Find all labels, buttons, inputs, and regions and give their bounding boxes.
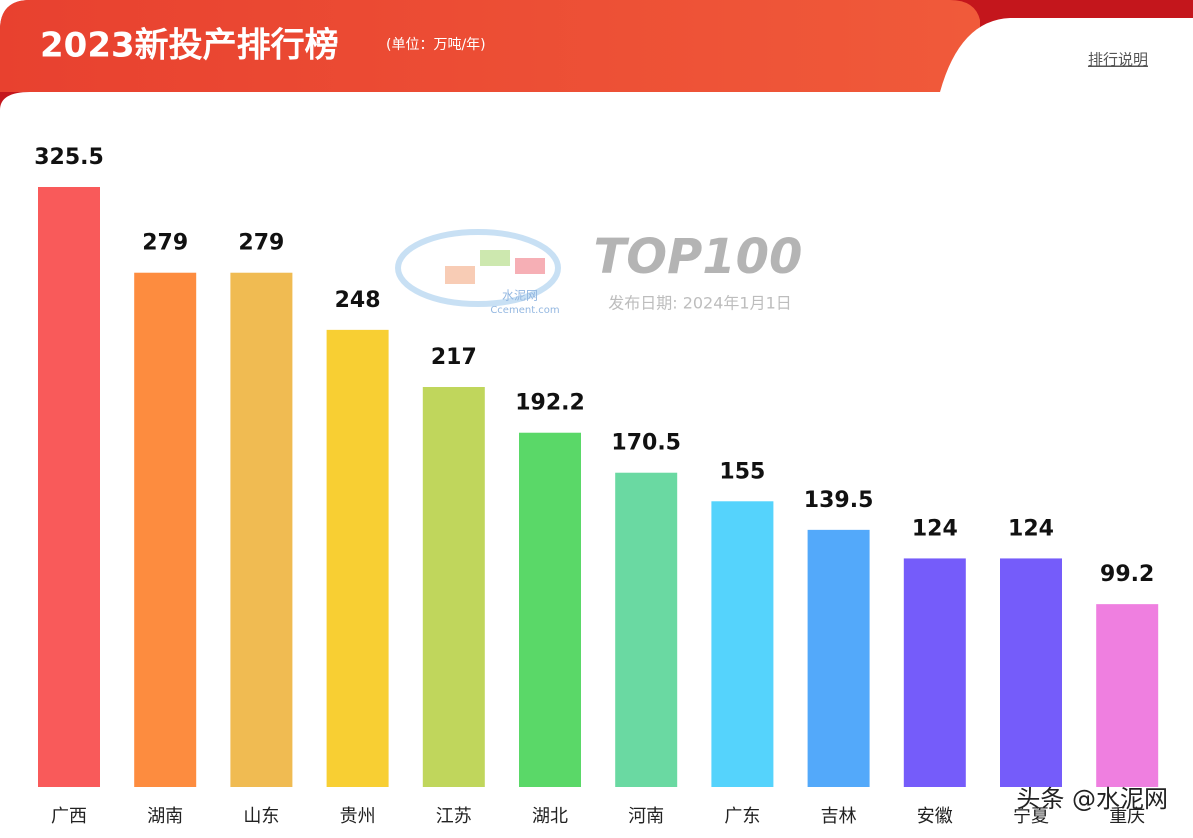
x-tick-label: 广东 bbox=[724, 806, 760, 827]
value-label: 124 bbox=[1008, 516, 1054, 541]
publish-date: 发布日期: 2024年1月1日 bbox=[608, 294, 792, 313]
header-band bbox=[0, 0, 980, 92]
bar bbox=[903, 558, 966, 787]
x-tick-label: 湖北 bbox=[532, 806, 568, 827]
logo-text: 水泥网 bbox=[502, 289, 538, 303]
bar bbox=[422, 387, 485, 787]
value-label: 139.5 bbox=[804, 488, 874, 513]
bar bbox=[326, 329, 389, 787]
value-label: 217 bbox=[431, 345, 477, 370]
bar bbox=[519, 432, 581, 787]
value-label: 192.2 bbox=[515, 391, 585, 416]
x-tick-label: 贵州 bbox=[340, 806, 376, 827]
credit: 头条 @水泥网 bbox=[1016, 785, 1168, 813]
bar bbox=[230, 272, 293, 787]
x-tick-label: 山东 bbox=[243, 806, 279, 827]
bar bbox=[1000, 558, 1062, 787]
x-tick-label: 重庆 bbox=[1109, 806, 1145, 827]
bar bbox=[1096, 604, 1159, 787]
watermark: 水泥网 Ccement.com TOP100 发布日期: 2024年1月1日 bbox=[395, 229, 803, 316]
header-tab bbox=[940, 18, 1193, 110]
x-tick-label: 广西 bbox=[51, 806, 87, 827]
panel-edge bbox=[0, 92, 1193, 110]
x-tick-label: 吉林 bbox=[821, 806, 857, 827]
x-tick-label: 宁夏 bbox=[1013, 806, 1049, 827]
value-label: 99.2 bbox=[1100, 562, 1154, 587]
value-label: 155 bbox=[719, 459, 765, 484]
bar bbox=[615, 472, 678, 787]
x-tick-label: 江苏 bbox=[436, 806, 472, 827]
chart-title: 2023新投产排行榜 bbox=[40, 26, 339, 66]
x-tick-label: 河南 bbox=[628, 806, 664, 827]
logo-tile bbox=[515, 258, 545, 274]
logo-site: Ccement.com bbox=[490, 305, 559, 316]
logo-tile bbox=[480, 250, 510, 266]
unit: (单位：万吨/年) bbox=[386, 37, 486, 53]
value-label: 279 bbox=[238, 231, 284, 256]
x-tick-label: 安徽 bbox=[917, 806, 953, 827]
bar bbox=[134, 272, 197, 787]
bar bbox=[711, 501, 774, 787]
value-label: 170.5 bbox=[611, 431, 681, 456]
value-label: 279 bbox=[142, 231, 188, 256]
value-label: 124 bbox=[912, 516, 958, 541]
logo-ring bbox=[395, 229, 561, 307]
bar bbox=[38, 187, 100, 787]
info-link[interactable]: 排行说明 bbox=[1088, 51, 1148, 69]
brand: TOP100 bbox=[594, 229, 803, 285]
value-label: 325.5 bbox=[34, 145, 104, 170]
x-tick-label: 湖南 bbox=[147, 806, 183, 827]
bar bbox=[807, 529, 870, 787]
value-label: 248 bbox=[335, 288, 381, 313]
logo-tile bbox=[445, 266, 475, 284]
